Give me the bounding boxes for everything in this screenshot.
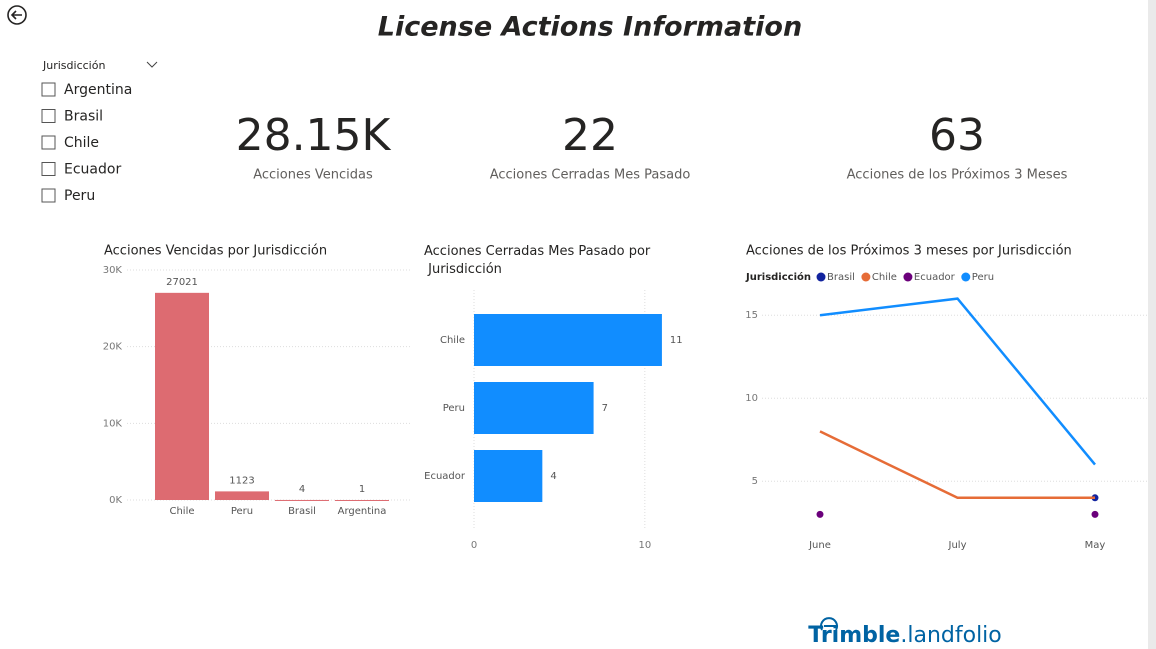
slicer-item[interactable]: Brasil: [64, 109, 103, 125]
legend-title: Jurisdicción: [745, 271, 811, 283]
slicer-item[interactable]: Argentina: [64, 82, 132, 98]
logo-brand: Trimble: [808, 623, 900, 648]
data-label: 4: [299, 484, 305, 495]
data-label: 1123: [229, 475, 254, 486]
slicer-chevron[interactable]: [146, 61, 158, 68]
line: [819, 297, 1096, 466]
x-tick-label: Chile: [169, 506, 194, 517]
legend-marker: [903, 272, 913, 282]
x-tick-label: 10: [638, 540, 651, 551]
checkbox[interactable]: [41, 82, 56, 97]
legend-label: Brasil: [827, 272, 855, 283]
bar: [155, 292, 209, 500]
x-tick-label: June: [808, 540, 831, 551]
legend-label: Ecuador: [914, 272, 956, 283]
legend-marker: [816, 272, 826, 282]
card-value: 22: [562, 110, 618, 161]
logo: Trimble.landfolio: [808, 623, 1002, 648]
data-label: 11: [670, 335, 683, 346]
card-value: 28.15K: [236, 110, 392, 161]
bar: [215, 491, 269, 500]
bar: [474, 382, 594, 434]
y-tick-label: 10K: [103, 418, 123, 429]
y-tick-label: 0K: [109, 495, 122, 506]
slicer: Argentina Brasil Chile Ecuador Peru: [41, 82, 132, 204]
slicer-item[interactable]: Peru: [64, 188, 95, 204]
y-tick-label: 10: [745, 393, 758, 404]
bar: [474, 450, 543, 502]
point: [816, 510, 824, 518]
legend-label: Peru: [972, 272, 994, 283]
title-line: Acciones Cerradas Mes Pasado por: [424, 244, 651, 259]
checkbox[interactable]: [41, 162, 56, 176]
slicer-title: Jurisdicción: [42, 59, 105, 72]
bar: [335, 499, 389, 501]
y-tick-label: 20K: [103, 342, 123, 353]
line: [819, 430, 1095, 500]
bar: [474, 314, 662, 366]
slicer-item[interactable]: Ecuador: [64, 162, 121, 178]
data-label: 7: [602, 403, 608, 414]
y-tick-label: 30K: [103, 265, 123, 276]
title-line: Jurisdicción: [424, 262, 502, 277]
point: [1091, 510, 1099, 518]
y-tick-label: Chile: [440, 335, 465, 346]
x-tick-label: 0: [471, 540, 477, 551]
chart-title: Acciones Cerradas Mes Pasado por Jurisdi…: [424, 244, 651, 277]
checkbox[interactable]: [41, 188, 56, 203]
y-tick-label: 5: [752, 476, 758, 487]
logo-icon: [820, 617, 838, 631]
x-tick-label: Peru: [231, 506, 253, 517]
data-label: 1: [359, 484, 365, 495]
back-button[interactable]: [7, 5, 27, 25]
logo-dot: .: [900, 623, 907, 648]
y-tick-label: Peru: [443, 403, 465, 414]
data-label: 4: [550, 471, 556, 482]
x-tick-label: Argentina: [338, 506, 387, 517]
x-tick-label: July: [948, 540, 967, 551]
slicer-item[interactable]: Chile: [64, 135, 99, 151]
legend-marker: [861, 272, 871, 282]
checkbox[interactable]: [41, 109, 56, 123]
scroll-strip: [1148, 0, 1156, 649]
legend-label: Chile: [872, 272, 897, 283]
chart-title: Acciones Vencidas por Jurisdicción: [104, 244, 327, 259]
y-tick-label: 15: [745, 310, 758, 321]
card-label: Acciones Vencidas: [253, 168, 373, 183]
card-label: Acciones Cerradas Mes Pasado: [490, 168, 691, 183]
bar: [275, 499, 329, 501]
back-arrow: [10, 10, 22, 20]
card-label: Acciones de los Próximos 3 Meses: [847, 168, 1068, 183]
checkbox[interactable]: [41, 135, 56, 150]
card-value: 63: [929, 110, 985, 161]
back-circle: [7, 5, 27, 25]
cards: 28.15K Acciones Vencidas 22 Acciones Cerrad…: [236, 110, 1068, 183]
legend-marker: [961, 272, 971, 282]
chart-title: Acciones de los Próximos 3 meses por Jur…: [746, 244, 1072, 259]
page-title: License Actions Information: [378, 12, 802, 43]
data-label: 27021: [166, 277, 198, 288]
x-tick-label: May: [1085, 540, 1106, 551]
y-tick-label: Ecuador: [424, 471, 466, 482]
x-tick-label: Brasil: [288, 506, 316, 517]
logo-product: landfolio: [907, 623, 1001, 648]
